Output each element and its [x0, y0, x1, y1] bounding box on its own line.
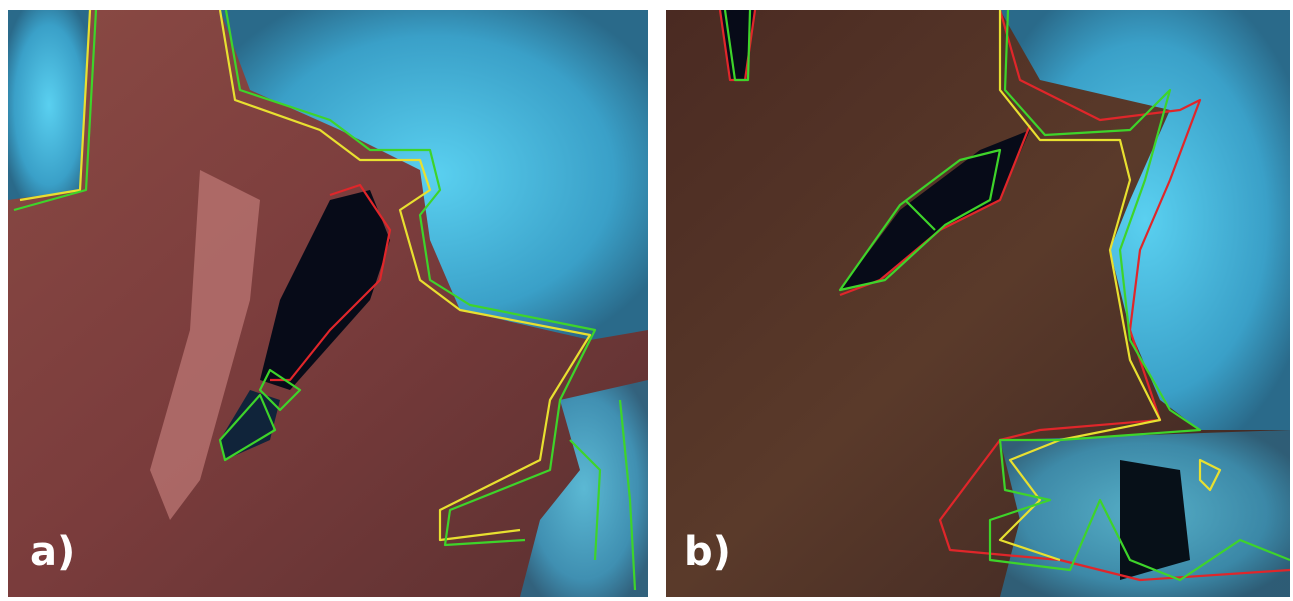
panel-label: b)	[684, 529, 731, 575]
panel-a	[8, 10, 648, 597]
panel-b	[666, 10, 1290, 597]
figure: a) b)	[0, 0, 1293, 601]
panel-label: a)	[30, 529, 75, 575]
page: a) b) (() => { const data = JSON.parse(d…	[0, 0, 1293, 601]
